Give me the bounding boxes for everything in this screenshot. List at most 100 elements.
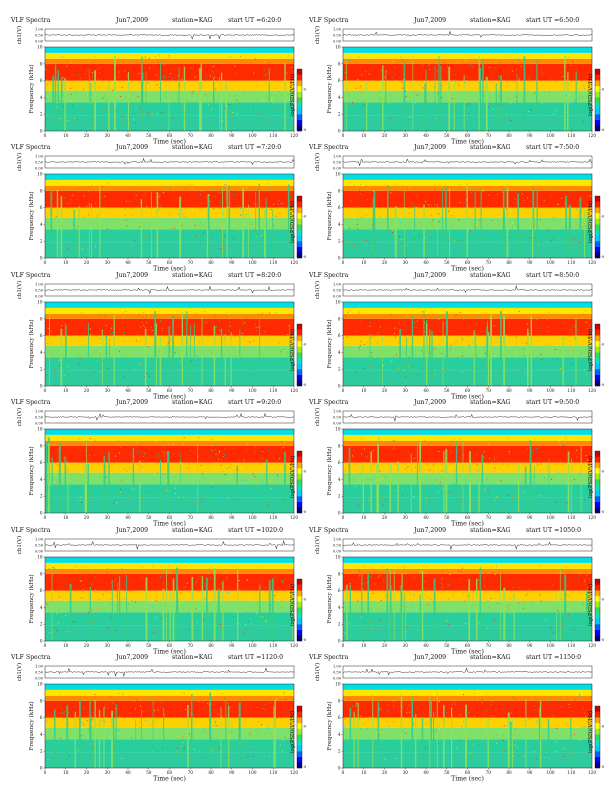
noise-speck (82, 211, 84, 213)
noise-speck (355, 239, 357, 240)
noise-speck (253, 340, 254, 342)
noise-speck (439, 221, 441, 223)
noise-speck (355, 88, 357, 89)
y-tick-label: 4 (40, 732, 43, 737)
noise-speck (526, 581, 527, 583)
dropout-stripe (228, 185, 231, 259)
noise-speck (371, 336, 373, 338)
noise-speck (168, 564, 170, 566)
noise-speck (453, 483, 455, 485)
colorbar-step (297, 595, 302, 602)
ts-tick-label: 0.50 (333, 671, 342, 675)
noise-speck (515, 622, 517, 624)
noise-speck (291, 716, 293, 718)
dropout-stripe (111, 710, 113, 768)
noise-speck (53, 628, 55, 630)
noise-speck (348, 187, 350, 189)
noise-speck (538, 244, 540, 246)
y-tick-label: 4 (338, 350, 341, 355)
noise-speck (49, 357, 51, 359)
dropout-stripe (473, 329, 475, 386)
colorbar-step (595, 207, 600, 214)
noise-speck (434, 242, 436, 244)
dropout-stripe (389, 462, 392, 514)
noise-speck (215, 88, 217, 90)
x-tick-label: 0 (342, 643, 345, 648)
spectrogram-panel: VLF Spectra Jun7,2009 station=KAG start UT … (306, 399, 606, 529)
noise-speck (430, 215, 432, 217)
noise-speck (573, 734, 575, 735)
noise-speck (574, 119, 576, 121)
noise-speck (573, 752, 575, 754)
x-tick-label: 20 (84, 260, 90, 265)
noise-speck (165, 501, 167, 503)
noise-speck (587, 89, 589, 91)
spectral-band (45, 313, 294, 319)
dropout-stripe (64, 456, 67, 514)
x-tick-label: 10 (63, 133, 69, 138)
colorbar-step (595, 595, 600, 602)
spectral-band (343, 612, 592, 626)
noise-speck (115, 578, 116, 580)
noise-speck (182, 443, 184, 445)
noise-speck (128, 590, 130, 592)
noise-speck (230, 477, 231, 479)
noise-speck (261, 233, 262, 235)
noise-speck (56, 612, 58, 614)
noise-speck (245, 610, 247, 612)
noise-speck (364, 723, 365, 725)
noise-speck (148, 345, 150, 347)
spectral-band (45, 429, 294, 436)
noise-speck (524, 720, 526, 722)
noise-speck (474, 734, 476, 736)
colorbar-step (595, 329, 600, 336)
ts-ylabel: ch1(V) (314, 281, 321, 299)
noise-speck (371, 621, 373, 623)
noise-speck (51, 744, 53, 746)
noise-speck (113, 503, 115, 505)
dropout-stripe (567, 72, 569, 131)
noise-speck (244, 631, 246, 633)
noise-speck (585, 455, 587, 457)
noise-speck (569, 84, 571, 85)
noise-speck (100, 755, 102, 757)
noise-speck (136, 340, 137, 342)
noise-speck (523, 354, 525, 356)
noise-speck (62, 206, 63, 208)
noise-speck (483, 337, 485, 339)
noise-speck (379, 707, 381, 709)
noise-speck (89, 333, 91, 335)
noise-speck (141, 462, 143, 464)
noise-speck (235, 119, 236, 121)
noise-speck (93, 712, 95, 714)
noise-speck (574, 373, 576, 375)
x-tick-label: 50 (146, 260, 152, 265)
noise-speck (91, 329, 93, 331)
x-tick-label: 0 (44, 260, 47, 265)
noise-speck (236, 99, 238, 101)
noise-speck (68, 442, 70, 444)
noise-speck (195, 354, 197, 356)
y-tick-label: 4 (338, 732, 341, 737)
dropout-stripe (516, 73, 518, 131)
x-tick-label: 10 (63, 388, 69, 393)
noise-speck (78, 629, 80, 631)
noise-speck (380, 729, 382, 731)
dropout-stripe (103, 706, 105, 768)
noise-speck (419, 223, 421, 225)
noise-speck (473, 444, 475, 445)
noise-speck (581, 83, 583, 84)
dropout-stripe (109, 338, 110, 386)
noise-speck (229, 325, 231, 327)
noise-speck (66, 583, 68, 584)
noise-speck (535, 88, 537, 90)
x-tick-label: 90 (229, 770, 235, 775)
noise-speck (46, 737, 47, 739)
dropout-stripe (372, 198, 375, 259)
noise-speck (469, 230, 471, 232)
noise-speck (144, 314, 146, 316)
noise-speck (423, 108, 425, 110)
noise-speck (504, 717, 505, 718)
